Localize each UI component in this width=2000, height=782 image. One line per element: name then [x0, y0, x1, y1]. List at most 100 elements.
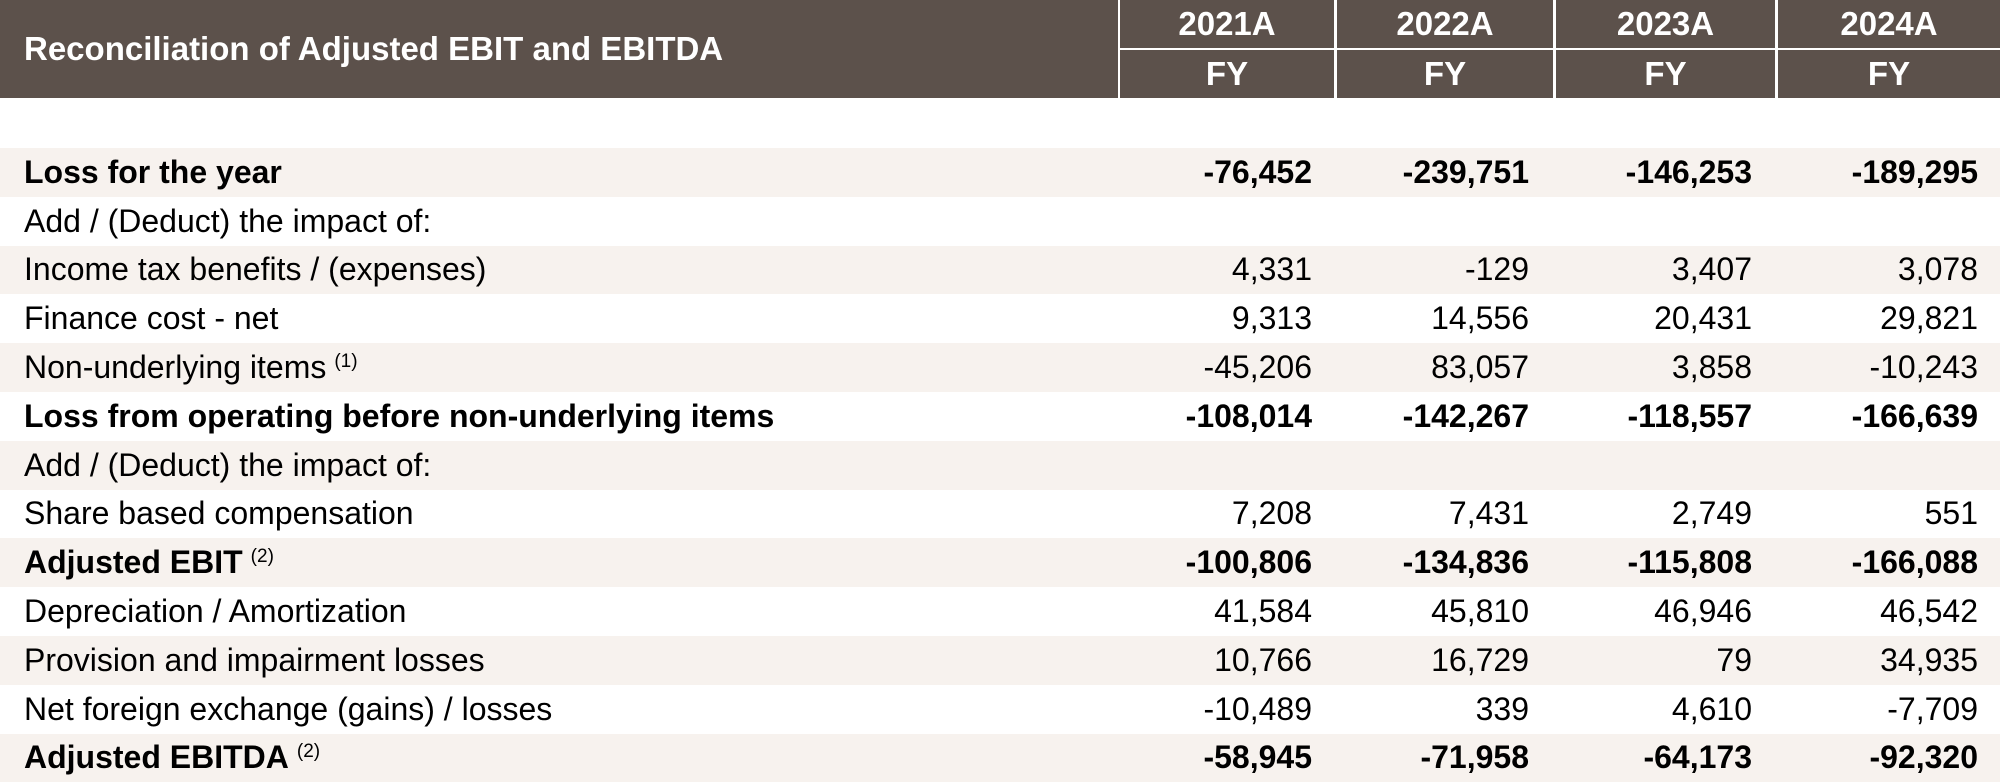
row-value: -166,088: [1851, 544, 1978, 581]
row-label-text: Loss from operating before non-underlyin…: [24, 397, 775, 434]
row-value: -10,489: [1203, 690, 1312, 727]
row-value: -10,243: [1869, 349, 1978, 386]
row-value: 7,431: [1448, 495, 1529, 532]
table-row: Add / (Deduct) the impact of:: [0, 197, 2000, 246]
row-value: 20,431: [1654, 300, 1752, 337]
row-value: -239,751: [1402, 153, 1529, 190]
footnote-marker: (1): [334, 350, 358, 372]
row-value: 29,821: [1880, 300, 1978, 337]
table-row: Loss for the year -76,452 -239,751 -146,253…: [0, 148, 2000, 197]
row-value: -76,452: [1203, 153, 1312, 190]
row-label: Depreciation / Amortization: [24, 587, 406, 636]
table-body: Loss for the year -76,452 -239,751 -146,253…: [0, 148, 2000, 782]
row-value: [1337, 441, 1529, 490]
row-value: 14,556: [1431, 300, 1529, 337]
row-label: Adjusted EBIT (2): [24, 538, 274, 587]
row-value: -115,808: [1627, 544, 1752, 581]
table-title: Reconciliation of Adjusted EBIT and EBIT…: [24, 30, 724, 67]
row-label: Share based compensation: [24, 490, 414, 539]
row-label: Income tax benefits / (expenses): [24, 246, 486, 295]
row-label-text: Share based compensation: [24, 495, 414, 532]
row-value: 46,946: [1654, 593, 1752, 630]
row-value: 2,749: [1671, 495, 1752, 532]
row-value: -189,295: [1851, 153, 1978, 190]
row-value: 79: [1716, 641, 1752, 678]
period-header: FY: [1120, 50, 1334, 98]
row-value: 41,584: [1214, 593, 1312, 630]
row-value: 83,057: [1431, 349, 1529, 386]
row-label-text: Loss for the year: [24, 153, 282, 190]
table-row: Net foreign exchange (gains) / losses -10…: [0, 685, 2000, 734]
row-value: 3,407: [1671, 251, 1752, 288]
row-label: Add / (Deduct) the impact of:: [24, 197, 431, 246]
table-row: Depreciation / Amortization 41,584 45,810 4…: [0, 587, 2000, 636]
row-value: 10,766: [1214, 641, 1312, 678]
row-label-text: Depreciation / Amortization: [24, 593, 407, 630]
row-label: Net foreign exchange (gains) / losses: [24, 685, 552, 734]
row-value: -118,557: [1627, 397, 1752, 434]
period-header: FY: [1337, 50, 1553, 98]
row-value: -108,014: [1185, 397, 1312, 434]
table-row: Finance cost - net 9,313 14,556 20,431 29,82…: [0, 294, 2000, 343]
table-title-cell: Reconciliation of Adjusted EBIT and EBIT…: [0, 0, 1118, 98]
row-value: 7,208: [1231, 495, 1312, 532]
row-value: [1337, 197, 1529, 246]
row-label: Loss for the year: [24, 148, 282, 197]
row-value: 16,729: [1431, 641, 1529, 678]
row-label: Loss from operating before non-underlyin…: [24, 392, 774, 441]
row-label-text: Add / (Deduct) the impact of:: [24, 446, 432, 483]
row-value: -146,253: [1625, 153, 1752, 190]
row-value: 3,858: [1671, 349, 1752, 386]
table-header: Reconciliation of Adjusted EBIT and EBIT…: [0, 0, 2000, 100]
row-label-text: Adjusted EBITDA: [24, 739, 289, 776]
table-row: Income tax benefits / (expenses) 4,331 -12…: [0, 245, 2000, 295]
row-label: Non-underlying items (1): [24, 343, 358, 392]
row-label-text: Non-underlying items: [24, 349, 327, 386]
row-value: -100,806: [1185, 544, 1312, 581]
table-row: Provision and impairment losses 10,766 16,…: [0, 635, 2000, 685]
row-value: -166,639: [1851, 397, 1978, 434]
row-value: -58,945: [1203, 739, 1312, 776]
row-value: -134,836: [1402, 544, 1529, 581]
row-label-text: Adjusted EBIT: [24, 544, 243, 581]
row-label: Provision and impairment losses: [24, 636, 485, 685]
row-value: 4,610: [1671, 690, 1752, 727]
footnote-marker: (2): [296, 740, 321, 762]
row-value: -71,958: [1420, 739, 1529, 776]
row-value: 3,078: [1897, 251, 1978, 288]
period-header: FY: [1556, 50, 1775, 98]
row-value: -129: [1464, 251, 1529, 288]
row-label: Adjusted EBITDA (2): [24, 734, 320, 782]
row-label: Add / (Deduct) the impact of:: [24, 441, 431, 490]
row-value: 46,542: [1880, 593, 1978, 630]
row-value: [1120, 197, 1312, 246]
row-value: -7,709: [1887, 690, 1978, 727]
table-row: Share based compensation 7,208 7,431 2,749 5…: [0, 490, 2000, 539]
year-header: 2023A: [1556, 0, 1775, 48]
row-value: [1556, 441, 1752, 490]
period-header: FY: [1778, 50, 2000, 98]
row-value: 551: [1924, 495, 1978, 532]
row-label-text: Net foreign exchange (gains) / losses: [24, 690, 553, 727]
row-value: 9,313: [1231, 300, 1312, 337]
row-value: 34,935: [1880, 641, 1978, 678]
table-row: Add / (Deduct) the impact of:: [0, 440, 2000, 490]
row-value: -64,173: [1643, 739, 1752, 776]
row-value: 4,331: [1231, 251, 1312, 288]
row-value: -142,267: [1402, 397, 1529, 434]
table-row: Loss from operating before non-underlyin…: [0, 392, 2000, 441]
row-value: -45,206: [1203, 349, 1312, 386]
row-label-text: Finance cost - net: [24, 300, 279, 337]
row-value: [1778, 197, 1978, 246]
row-label-text: Provision and impairment losses: [24, 641, 485, 678]
row-value: 45,810: [1431, 593, 1529, 630]
year-header: 2022A: [1337, 0, 1553, 48]
row-value: -92,320: [1869, 739, 1978, 776]
row-value: [1556, 197, 1752, 246]
row-label-text: Income tax benefits / (expenses): [24, 251, 487, 288]
year-header: 2021A: [1120, 0, 1334, 48]
year-header: 2024A: [1778, 0, 2000, 48]
table-row: Non-underlying items (1) -45,206 83,057 3,85…: [0, 343, 2000, 392]
table-row: Adjusted EBIT (2) -100,806 -134,836 -115,808…: [0, 538, 2000, 588]
